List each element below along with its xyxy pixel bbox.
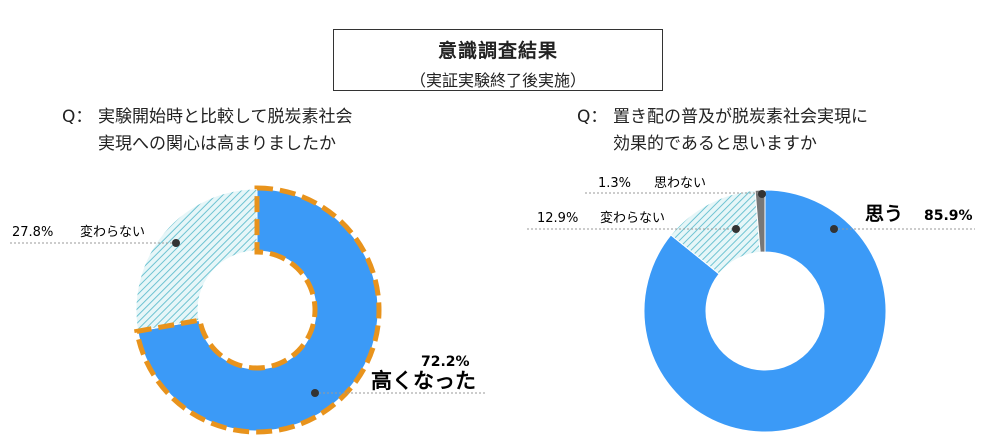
question-1-line-2: 実現への関心は高まりましたか [98, 134, 336, 154]
question-1: Q： 実験開始時と比較して脱炭素社会 実現への関心は高まりましたか [62, 104, 353, 158]
chart-1-unchanged-dot [172, 239, 180, 247]
question-2: Q： 置き配の普及が脱炭素社会実現に 効果的であると思いますか [577, 104, 868, 158]
question-2-line-2: 効果的であると思いますか [613, 134, 817, 154]
chart-2-agree-dot [830, 225, 838, 233]
chart-2-slice-disagree [754, 189, 766, 253]
chart-2-unchanged-value: 12.9% [537, 211, 578, 226]
survey-title: 意識調査結果 [437, 40, 558, 62]
chart-1-high-dot [311, 389, 319, 397]
question-2-mark: Q： [577, 107, 608, 127]
question-2-line-1: 置き配の普及が脱炭素社会実現に [613, 107, 868, 127]
chart-2-unchanged-dot [732, 225, 740, 233]
question-1-mark: Q： [62, 107, 93, 127]
question-1-line-1: 実験開始時と比較して脱炭素社会 [98, 107, 353, 127]
chart-2-unchanged-label: 変わらない [600, 210, 665, 226]
chart-1-highlight-outline [133, 185, 382, 435]
survey-subtitle: （実証実験終了後実施） [409, 71, 586, 90]
survey-title-box: 意識調査結果 （実証実験終了後実施） [333, 29, 663, 91]
chart-2-agree-value: 85.9% [924, 208, 973, 224]
chart-1-slice-unchanged [135, 188, 258, 332]
chart-1-high-label: 高くなった [371, 369, 476, 393]
chart-1-unchanged-label: 変わらない [80, 224, 145, 240]
chart-2-disagree-label: 思わない [654, 176, 706, 191]
chart-2-disagree-dot [758, 190, 766, 198]
chart-2-disagree-value: 1.3% [598, 176, 631, 191]
chart-2-agree-label: 思う [865, 203, 903, 225]
chart-1-unchanged-value: 27.8% [12, 225, 53, 240]
chart-2-slice-agree [643, 189, 887, 433]
chart-1-high-value: 72.2% [421, 354, 470, 370]
chart-1: 27.8% 変わらない 72.2% 高くなった [10, 185, 485, 435]
chart-2: 1.3% 思わない 12.9% 変わらない 思う 85.9% [527, 176, 975, 433]
